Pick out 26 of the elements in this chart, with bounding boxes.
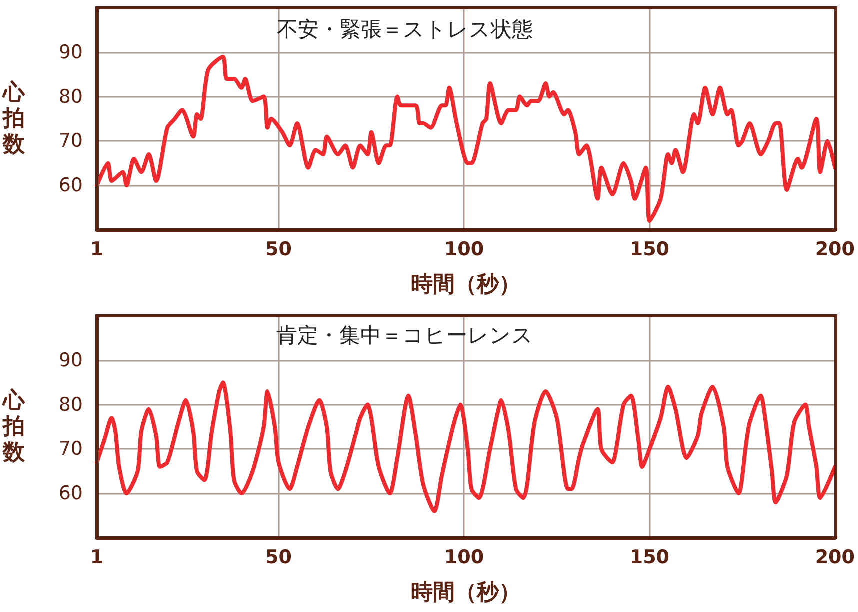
x-tick-label: 200 — [815, 238, 856, 260]
y-tick-label: 60 — [58, 174, 83, 197]
x-tick-label: 1 — [90, 546, 104, 568]
x-tick-label: 100 — [444, 546, 484, 568]
x-tick-label: 50 — [266, 546, 292, 568]
y-tick-label: 70 — [58, 130, 83, 152]
y-tick-label: 80 — [58, 394, 83, 416]
x-tick-label: 200 — [815, 546, 856, 568]
x-tick-label: 50 — [266, 238, 292, 260]
x-tick-label: 1 — [90, 238, 104, 260]
x-axis-title: 時間（秒） — [411, 272, 522, 298]
line-series — [95, 380, 838, 514]
y-axis-title: 心拍数 — [2, 388, 26, 466]
x-tick-label: 150 — [630, 546, 670, 568]
y-tick-label: 70 — [58, 438, 83, 460]
x-tick-label: 150 — [630, 238, 670, 260]
y-tick-label: 80 — [58, 86, 83, 108]
line-series — [95, 54, 838, 224]
x-axis-title: 時間（秒） — [411, 580, 522, 606]
chart-title: 肯定・集中＝コヒーレンス — [276, 324, 534, 348]
y-tick-label: 60 — [58, 482, 83, 505]
y-tick-label: 90 — [58, 41, 83, 64]
y-tick-label: 90 — [58, 349, 83, 372]
chart-title: 不安・緊張＝ストレス状態 — [277, 18, 533, 42]
x-tick-label: 100 — [444, 238, 484, 260]
y-axis-title: 心拍数 — [2, 80, 26, 158]
